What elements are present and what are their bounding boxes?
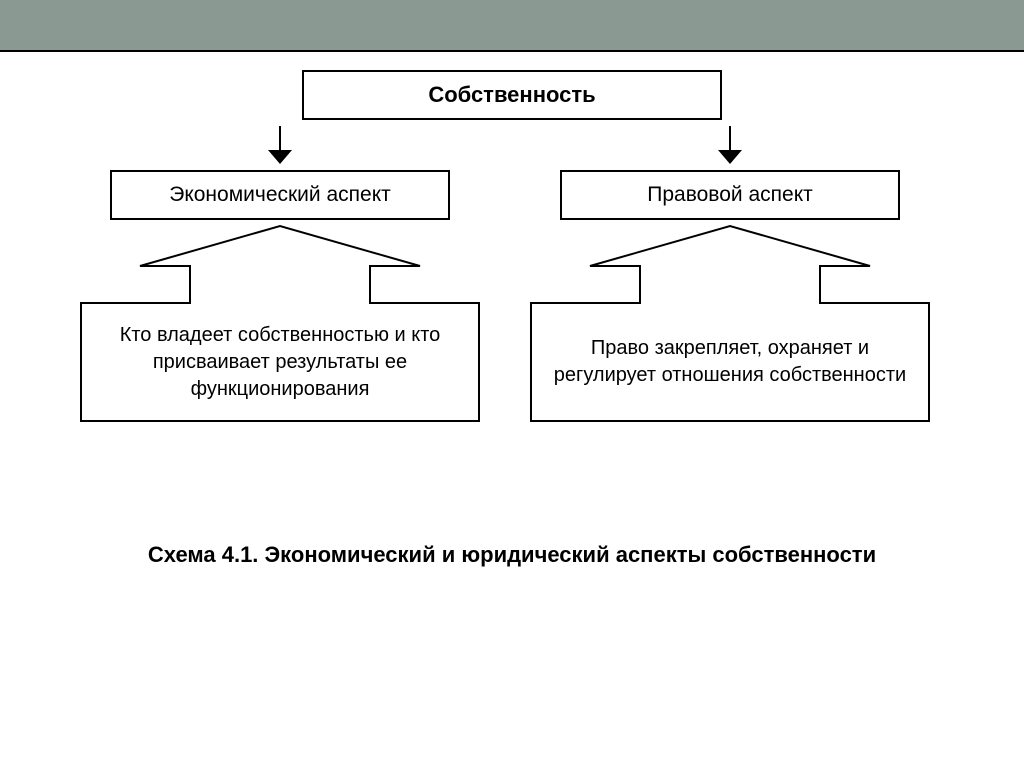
up-arrow-block-icon (586, 224, 874, 304)
top-bar (0, 0, 1024, 50)
node-legal-aspect: Правовой аспект (560, 170, 900, 220)
node-economic-aspect-label: Экономический аспект (169, 181, 391, 209)
diagram: Собственность Экономический аспект Право… (0, 52, 1024, 502)
node-legal-detail-label: Право закрепляет, охраняет и регулирует … (540, 335, 920, 389)
node-economic-aspect: Экономический аспект (110, 170, 450, 220)
down-arrow-icon (712, 126, 748, 174)
node-root: Собственность (302, 70, 722, 120)
node-economic-detail-label: Кто владеет собственностью и кто присваи… (90, 322, 470, 403)
down-arrow-icon (262, 126, 298, 174)
up-arrow-block-icon (136, 224, 424, 304)
node-root-label: Собственность (428, 80, 595, 110)
node-legal-aspect-label: Правовой аспект (647, 181, 813, 209)
node-legal-detail: Право закрепляет, охраняет и регулирует … (530, 302, 930, 422)
diagram-caption-text: Схема 4.1. Экономический и юридический а… (148, 542, 876, 567)
diagram-caption: Схема 4.1. Экономический и юридический а… (0, 542, 1024, 568)
node-economic-detail: Кто владеет собственностью и кто присваи… (80, 302, 480, 422)
